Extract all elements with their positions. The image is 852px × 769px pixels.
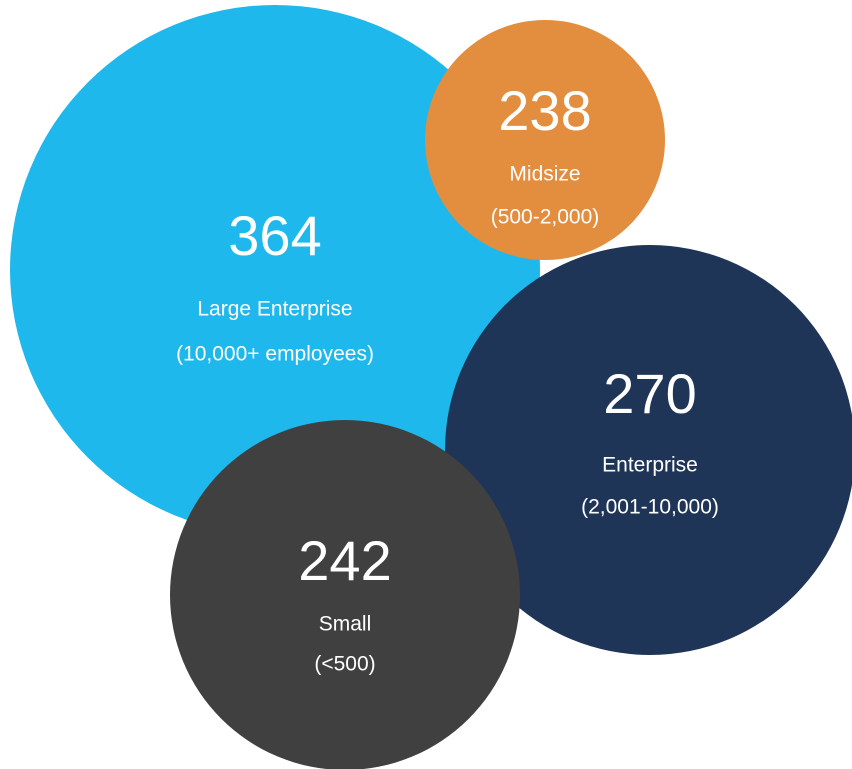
bubble-sublabel: (2,001-10,000) — [581, 496, 719, 519]
bubble-sublabel: (<500) — [314, 653, 375, 676]
bubble-sublabel: (10,000+ employees) — [176, 343, 374, 366]
bubble-value: 364 — [228, 204, 321, 267]
bubble — [170, 420, 520, 769]
bubble-label: Large Enterprise — [197, 298, 352, 321]
bubble-value: 238 — [498, 79, 591, 142]
bubble-label: Enterprise — [602, 454, 698, 477]
bubble-value: 242 — [298, 529, 391, 592]
bubble — [445, 245, 852, 655]
bubble — [425, 20, 665, 260]
bubble — [10, 5, 540, 535]
bubble-label: Small — [319, 613, 372, 636]
bubble-sublabel: (500-2,000) — [491, 206, 600, 229]
bubble-label: Midsize — [509, 163, 580, 186]
bubble-value: 270 — [603, 362, 696, 425]
